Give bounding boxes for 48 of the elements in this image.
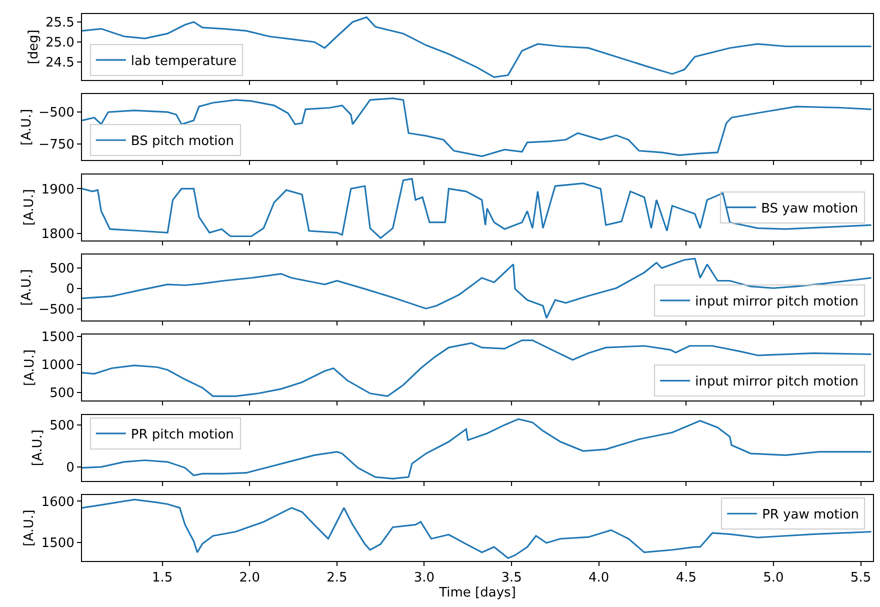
y-axis-title: [A.U.] <box>22 189 38 226</box>
y-tick-label: 25.0 <box>45 36 74 51</box>
legend-label: PR pitch motion <box>130 428 234 443</box>
x-tick-label: 4.0 <box>588 570 610 586</box>
y-axis-title: [A.U.] <box>22 349 38 386</box>
y-tick-label: 1000 <box>41 358 74 373</box>
y-tick-label: 1500 <box>41 330 74 345</box>
line-series <box>82 339 872 397</box>
series-label: BS pitch motion <box>130 134 234 150</box>
x-tick-label: 2.0 <box>239 570 260 586</box>
y-tick-label: −500 <box>38 302 74 318</box>
legend-label: input mirror pitch motion <box>695 294 859 310</box>
y-tick-label: 1600 <box>41 494 74 510</box>
line-series <box>82 498 872 559</box>
y-tick-label: 500 <box>50 418 74 434</box>
y-tick-label: 25.5 <box>45 16 74 31</box>
x-tick-label: 4.5 <box>676 570 697 586</box>
y-axis-title: [deg] <box>26 30 42 64</box>
x-axis-title: Time [days] <box>438 586 516 601</box>
y-tick-label: 1800 <box>41 227 74 242</box>
y-tick-label: −500 <box>38 106 74 121</box>
line-series <box>82 16 872 78</box>
y-tick-label: 0 <box>66 460 74 476</box>
series-label: input mirror pitch motion <box>695 374 859 390</box>
y-axis-title: [A.U.] <box>20 108 35 146</box>
x-tick-label: 5.0 <box>763 570 784 586</box>
y-tick-label: 1500 <box>41 536 74 551</box>
y-axis-title: [A.U.] <box>22 510 38 546</box>
y-tick-label: 500 <box>50 262 74 277</box>
line-series <box>82 418 872 480</box>
x-tick-label: 1.5 <box>152 570 173 586</box>
x-tick-label: 2.5 <box>326 570 348 586</box>
x-tick-label: 5.5 <box>850 570 872 586</box>
y-axis-title: [A.U.] <box>20 269 35 306</box>
y-tick-label: −750 <box>38 138 74 153</box>
legend-label: BS yaw motion <box>761 201 858 216</box>
legend-label: PR yaw motion <box>762 508 860 523</box>
x-tick-label: 3.0 <box>414 570 435 586</box>
line-series <box>82 178 872 239</box>
line-series <box>82 97 872 158</box>
y-tick-label: 24.5 <box>45 56 74 71</box>
y-tick-label: 0 <box>66 282 74 298</box>
line-series <box>82 258 872 319</box>
y-axis-title: [A.U.] <box>30 430 46 466</box>
y-tick-label: 500 <box>50 386 74 401</box>
y-tick-label: 1900 <box>41 182 74 198</box>
x-tick-label: 3.5 <box>501 570 522 586</box>
legend-label: lab temperature <box>130 54 237 70</box>
